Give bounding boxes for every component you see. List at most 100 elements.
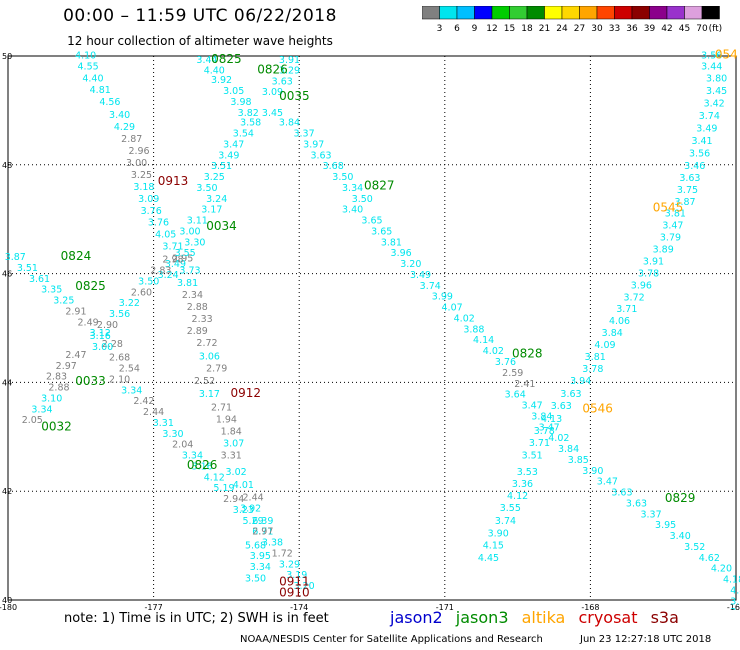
colorbar-tick: 30 — [591, 24, 603, 34]
wave-height-value: 3.74 — [699, 111, 720, 122]
colorbar-tick: 9 — [472, 24, 478, 34]
wave-height-value: 5.68 — [245, 540, 266, 551]
pass-time-label: 0825 — [211, 52, 242, 66]
pass-time-label: 0913 — [158, 174, 189, 188]
colorbar-tick: 15 — [504, 24, 515, 34]
wave-height-value: 5.19 — [213, 483, 234, 494]
colorbar-tick: 24 — [556, 24, 568, 34]
wave-height-value: 2.98 — [162, 255, 183, 266]
pass-time-label: 0824 — [61, 249, 92, 263]
wave-height-value: 3.40 — [109, 110, 130, 121]
pass-time-label: 0825 — [75, 279, 106, 293]
wave-height-map: -180 -177 -174 -171 -168 -165 50 48 46 44 42 40 4.10… — [0, 48, 740, 610]
legend-cryosat: cryosat — [578, 608, 638, 627]
wave-height-value: 2.97 — [56, 361, 77, 372]
wave-height-value: 4.15 — [483, 540, 504, 551]
wave-height-value: 3.96 — [631, 280, 652, 291]
wave-height-value: 3.00 — [179, 226, 200, 237]
wave-height-value: 3.88 — [463, 324, 484, 335]
wave-height-value: 3.90 — [488, 528, 509, 539]
wave-height-value: 3.40 — [670, 531, 691, 542]
wave-height-value: 4.02 — [454, 313, 475, 324]
wave-height-value: 3.49 — [696, 124, 717, 135]
wave-height-value: 3.63 — [560, 389, 581, 400]
wave-height-value: 3.34 — [121, 385, 142, 396]
pass-time-label: 0033 — [75, 374, 106, 388]
wave-height-value: 4.45 — [478, 553, 499, 564]
wave-height-value: 4.01 — [233, 480, 254, 491]
wave-height-value: 3.37 — [293, 129, 314, 140]
wave-height-value: 3.58 — [240, 118, 261, 129]
pass-time-label: 0032 — [41, 419, 72, 433]
wave-height-value: 2.52 — [194, 376, 215, 387]
pass-time-label: 054 — [715, 48, 738, 62]
wave-height-value: 4.09 — [594, 340, 615, 351]
wave-height-value: 4.56 — [99, 97, 120, 108]
wave-height-value: 2.96 — [128, 146, 149, 157]
page-subtitle: 12 hour collection of altimeter wave hei… — [67, 34, 333, 48]
wave-height-value: 3.73 — [179, 266, 200, 277]
wave-height-value: 3.71 — [529, 438, 550, 449]
wave-height-value: 3.65 — [361, 216, 382, 227]
wave-height-value: 3.56 — [701, 51, 722, 62]
colorbar: 3 6 9 12 15 18 21 24 27 30 33 36 39 42 45 70 (ft) — [422, 6, 722, 34]
wave-height-value: 3.34 — [342, 183, 363, 194]
wave-height-value: 3.45 — [262, 108, 283, 119]
wave-height-value: 2.89 — [187, 326, 208, 337]
wave-height-value: 2.72 — [196, 338, 217, 349]
wave-height-value: 3.47 — [539, 422, 560, 433]
wave-height-value: 2.34 — [182, 290, 203, 301]
wave-height-value: 3.17 — [201, 205, 222, 216]
legend-jason2: jason2 — [390, 608, 443, 627]
wave-height-value: 1.72 — [272, 548, 293, 559]
wave-height-value: 3.64 — [505, 390, 526, 401]
wave-height-value: 3.63 — [310, 150, 331, 161]
wave-height-value: 3.71 — [616, 304, 637, 315]
wave-height-value: 3.29 — [279, 65, 300, 76]
wave-height-value: 2.28 — [102, 339, 123, 350]
wave-height-value: 2.60 — [131, 287, 152, 298]
wave-height-value: 3.31 — [221, 451, 242, 462]
colorbar-tick: 18 — [521, 24, 533, 34]
wave-height-value: 3.47 — [597, 477, 618, 488]
colorbar-tick: 45 — [679, 24, 690, 34]
wave-height-value: 3.30 — [184, 237, 205, 248]
wave-height-value: 3.97 — [303, 139, 324, 150]
wave-height-value: 3.50 — [245, 574, 266, 585]
wave-height-value: 2.05 — [22, 415, 43, 426]
wave-height-value: 3.87 — [674, 197, 695, 208]
pass-time-label: 0035 — [279, 89, 310, 103]
wave-height-value: 4.20 — [711, 564, 732, 575]
wave-height-value: 3.29 — [279, 559, 300, 570]
wave-height-value: 4.49 — [730, 585, 740, 596]
pass-time-label: 0826 — [257, 62, 288, 76]
wave-height-value: 3.52 — [684, 542, 705, 553]
wave-height-value: 3.25 — [131, 170, 152, 181]
wave-height-value: 3.61 — [29, 274, 50, 285]
wave-height-value: 3.23 — [233, 505, 254, 516]
wave-height-value: 3.49 — [165, 259, 186, 270]
pass-time-label: 0546 — [582, 401, 613, 415]
wave-height-values: 4.104.554.404.814.563.404.292.872.963.00… — [5, 51, 740, 610]
pass-time-label: 0911 — [279, 574, 310, 588]
wave-height-value: 4.55 — [78, 62, 99, 73]
wave-height-value: 3.50 — [332, 172, 353, 183]
wave-height-value: 2.88 — [48, 383, 69, 394]
timestamp: Jun 23 12:27:18 UTC 2018 — [580, 634, 712, 645]
footer-note: note: 1) Time is in UTC; 2) SWH is in fe… — [64, 611, 329, 626]
wave-height-value: 2.83 — [150, 266, 171, 277]
wave-height-value: 4.02 — [483, 346, 504, 357]
wave-height-value: 3.46 — [684, 161, 705, 172]
wave-height-value: 1.84 — [221, 427, 242, 438]
wave-height-value: 3.90 — [582, 466, 603, 477]
colorbar-tick: 3 — [437, 24, 443, 34]
wave-height-value: 4.06 — [609, 316, 630, 327]
wave-height-value: 3.84 — [602, 328, 623, 339]
wave-height-value: 4.12 — [507, 491, 528, 502]
wave-height-value: 3.65 — [371, 226, 392, 237]
lat-tick-label: 40 — [2, 596, 12, 605]
colorbar-tick: 36 — [626, 24, 638, 34]
wave-height-value: 3.30 — [162, 429, 183, 440]
wave-height-value: 3.18 — [133, 182, 154, 193]
wave-height-value: 5.29 — [243, 516, 264, 527]
